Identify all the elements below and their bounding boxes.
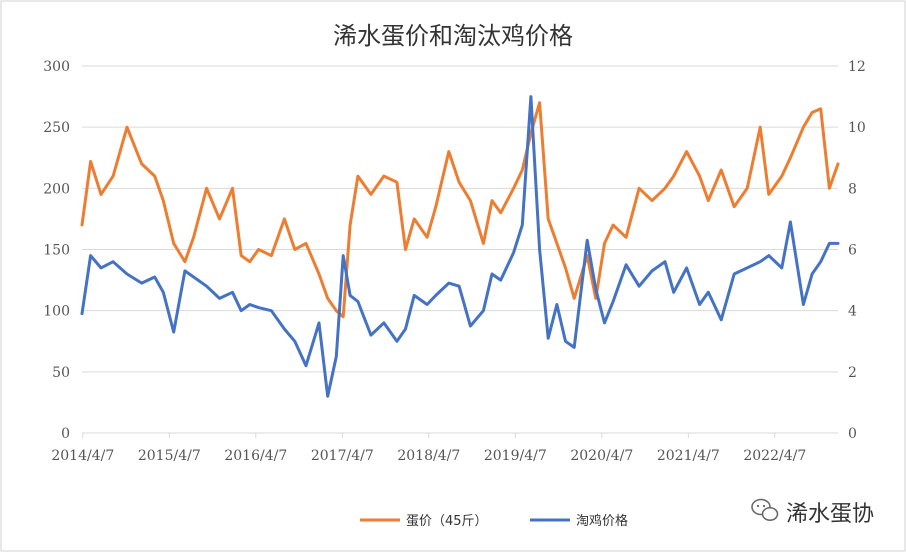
y-right-tick-label: 8 — [848, 181, 857, 197]
x-tick-label: 2014/4/7 — [51, 448, 114, 464]
y-right-tick-label: 4 — [848, 304, 857, 320]
y-right-tick-label: 2 — [848, 365, 857, 381]
legend-label-2: 淘鸡价格 — [576, 513, 628, 529]
x-tick-label: 2017/4/7 — [311, 448, 374, 464]
y-left-tick-label: 150 — [43, 243, 70, 259]
y-left-tick-label: 100 — [43, 304, 70, 320]
y-right-tick-label: 6 — [848, 243, 857, 259]
y-right-tick-label: 10 — [848, 120, 866, 136]
x-tick-label: 2020/4/7 — [570, 448, 633, 464]
x-tick-label: 2019/4/7 — [484, 448, 547, 464]
y-left-tick-label: 50 — [52, 365, 70, 381]
y-axis-right: 0 2 4 6 8 10 12 — [848, 59, 866, 442]
watermark: 浠水蛋协 — [751, 498, 874, 527]
watermark-text: 浠水蛋协 — [786, 502, 874, 527]
x-tick-label: 2021/4/7 — [657, 448, 720, 464]
x-tick-label: 2022/4/7 — [743, 448, 806, 464]
y-left-tick-label: 250 — [43, 120, 70, 136]
y-axis-left: 0 50 100 150 200 250 300 — [43, 59, 70, 442]
legend-label-1: 蛋价（45斤） — [406, 514, 488, 529]
y-left-tick-label: 0 — [61, 426, 70, 442]
y-left-tick-label: 300 — [43, 59, 70, 75]
chart-title: 浠水蛋价和淘汰鸡价格 — [333, 22, 573, 50]
legend: 蛋价（45斤） 淘鸡价格 — [360, 513, 628, 529]
x-tick-label: 2015/4/7 — [138, 448, 201, 464]
y-right-tick-label: 12 — [848, 59, 866, 75]
series-lines — [80, 95, 840, 398]
wechat-icon — [751, 498, 779, 521]
series-line-2 — [80, 95, 840, 398]
x-tick-label: 2018/4/7 — [397, 448, 460, 464]
y-left-tick-label: 200 — [43, 181, 70, 197]
series-line-1 — [80, 101, 840, 319]
x-axis: 2014/4/7 2015/4/7 2016/4/7 2017/4/7 2018/4/7… — [51, 433, 806, 464]
x-tick-label: 2016/4/7 — [224, 448, 287, 464]
y-right-tick-label: 0 — [848, 426, 857, 442]
